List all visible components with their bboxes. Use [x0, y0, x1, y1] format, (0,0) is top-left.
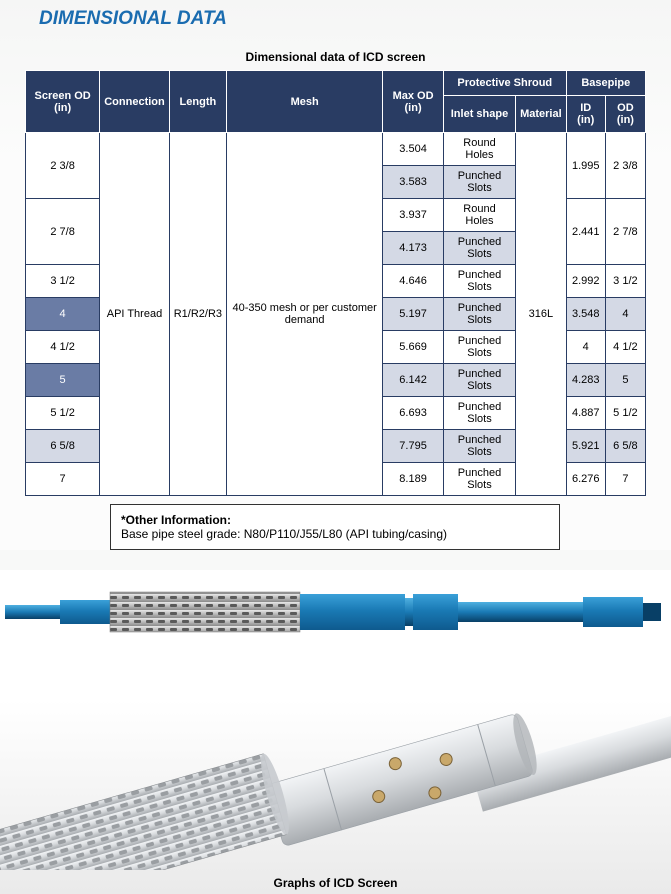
- col-material: Material: [516, 96, 567, 133]
- cell-material: 316L: [516, 133, 567, 496]
- cell-od: 2 7/8: [605, 199, 645, 265]
- cell-id: 4.283: [566, 364, 605, 397]
- col-mesh: Mesh: [227, 71, 383, 133]
- note-box: *Other Information: Base pipe steel grad…: [110, 504, 560, 550]
- col-length: Length: [169, 71, 226, 133]
- cell-screen-od: 5: [26, 364, 100, 397]
- cell-inlet: Punched Slots: [443, 298, 515, 331]
- cell-inlet: Punched Slots: [443, 166, 515, 199]
- cell-inlet: Punched Slots: [443, 265, 515, 298]
- cell-screen-od: 2 3/8: [26, 133, 100, 199]
- cell-maxod: 3.583: [383, 166, 444, 199]
- cell-od: 6 5/8: [605, 430, 645, 463]
- cell-maxod: 7.795: [383, 430, 444, 463]
- note-body: Base pipe steel grade: N80/P110/J55/L80 …: [121, 527, 447, 541]
- col-screen: Screen OD (in): [26, 71, 100, 133]
- graph-caption: Graphs of ICD Screen: [0, 870, 671, 894]
- col-inlet: Inlet shape: [443, 96, 515, 133]
- col-basepipe: Basepipe: [566, 71, 645, 96]
- cell-id: 6.276: [566, 463, 605, 496]
- cell-screen-od: 4: [26, 298, 100, 331]
- cell-od: 7: [605, 463, 645, 496]
- cell-conn: API Thread: [100, 133, 170, 496]
- cell-length: R1/R2/R3: [169, 133, 226, 496]
- cell-maxod: 5.197: [383, 298, 444, 331]
- cell-maxod: 3.937: [383, 199, 444, 232]
- col-conn: Connection: [100, 71, 170, 133]
- table-caption: Dimensional data of ICD screen: [25, 50, 646, 64]
- cell-maxod: 5.669: [383, 331, 444, 364]
- cell-od: 4 1/2: [605, 331, 645, 364]
- page-title: DIMENSIONAL DATA: [25, 8, 646, 30]
- col-shroud: Protective Shroud: [443, 71, 566, 96]
- cell-id: 2.992: [566, 265, 605, 298]
- graph-area: Graphs of ICD Screen: [0, 570, 671, 894]
- cell-maxod: 8.189: [383, 463, 444, 496]
- cell-maxod: 4.646: [383, 265, 444, 298]
- cell-inlet: Punched Slots: [443, 430, 515, 463]
- cell-id: 3.548: [566, 298, 605, 331]
- cell-od: 4: [605, 298, 645, 331]
- col-maxod: Max OD (in): [383, 71, 444, 133]
- cell-screen-od: 6 5/8: [26, 430, 100, 463]
- cell-id: 4.887: [566, 397, 605, 430]
- cell-id: 5.921: [566, 430, 605, 463]
- icd-graphs: [0, 570, 671, 870]
- dimensional-table: Screen OD (in) Connection Length Mesh Ma…: [25, 70, 646, 496]
- cell-maxod: 3.504: [383, 133, 444, 166]
- cell-inlet: Round Holes: [443, 199, 515, 232]
- cell-mesh: 40-350 mesh or per customer demand: [227, 133, 383, 496]
- cell-od: 5 1/2: [605, 397, 645, 430]
- cell-od: 5: [605, 364, 645, 397]
- cell-id: 2.441: [566, 199, 605, 265]
- cell-inlet: Punched Slots: [443, 463, 515, 496]
- bottom-tool: [0, 711, 671, 870]
- cell-od: 2 3/8: [605, 133, 645, 199]
- cell-id: 4: [566, 331, 605, 364]
- col-id: ID (in): [566, 96, 605, 133]
- cell-inlet: Round Holes: [443, 133, 515, 166]
- cell-screen-od: 2 7/8: [26, 199, 100, 265]
- cell-screen-od: 7: [26, 463, 100, 496]
- top-tool: [5, 592, 661, 632]
- cell-inlet: Punched Slots: [443, 397, 515, 430]
- note-title: *Other Information:: [121, 513, 231, 527]
- table-row: 2 3/8API ThreadR1/R2/R340-350 mesh or pe…: [26, 133, 646, 166]
- cell-maxod: 4.173: [383, 232, 444, 265]
- col-od: OD (in): [605, 96, 645, 133]
- cell-inlet: Punched Slots: [443, 232, 515, 265]
- cell-maxod: 6.693: [383, 397, 444, 430]
- cell-screen-od: 3 1/2: [26, 265, 100, 298]
- cell-id: 1.995: [566, 133, 605, 199]
- cell-od: 3 1/2: [605, 265, 645, 298]
- cell-screen-od: 4 1/2: [26, 331, 100, 364]
- cell-screen-od: 5 1/2: [26, 397, 100, 430]
- cell-inlet: Punched Slots: [443, 331, 515, 364]
- cell-maxod: 6.142: [383, 364, 444, 397]
- cell-inlet: Punched Slots: [443, 364, 515, 397]
